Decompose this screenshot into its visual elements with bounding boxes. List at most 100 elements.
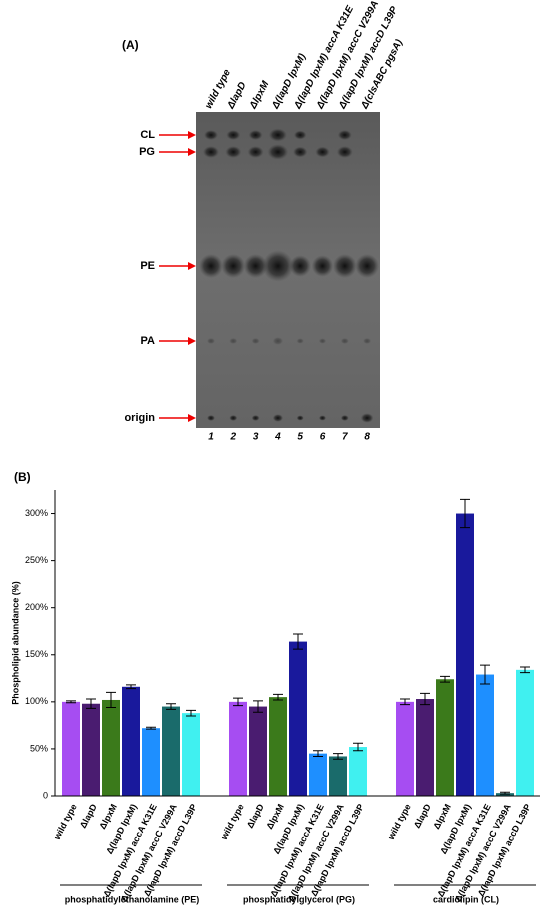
bar <box>62 701 80 796</box>
band-label: PA <box>141 335 156 347</box>
y-tick-label: 150% <box>25 649 48 659</box>
tlc-spot <box>267 144 289 160</box>
y-tick-label: 300% <box>25 508 48 518</box>
tlc-spot <box>247 146 264 158</box>
tlc-spot <box>268 128 287 142</box>
lane-number: 7 <box>342 432 348 443</box>
bar <box>142 728 160 796</box>
error-bar <box>293 633 303 650</box>
tlc-spot <box>251 415 260 421</box>
error-bar <box>420 692 430 706</box>
x-tick-label: wild type <box>51 802 78 842</box>
tlc-spot <box>293 130 307 140</box>
band-label: origin <box>124 412 155 424</box>
error-bar <box>273 693 283 701</box>
tlc-spot <box>332 254 357 278</box>
lane-number: 2 <box>230 432 237 443</box>
tlc-spot <box>340 338 349 344</box>
tlc-spot <box>272 414 284 422</box>
tlc-spot <box>318 338 327 344</box>
x-tick-label: ΔlpxM <box>264 802 285 831</box>
tlc-spot <box>207 415 215 421</box>
error-bar <box>440 675 450 683</box>
tlc-spot <box>229 338 238 344</box>
error-bar <box>253 700 263 713</box>
error-bar <box>186 709 196 717</box>
tlc-spot <box>225 146 242 158</box>
tlc-spot <box>293 146 308 158</box>
tlc-spot <box>289 255 312 277</box>
tlc-spot <box>204 130 218 140</box>
tlc-spot <box>296 415 304 421</box>
y-tick-label: 250% <box>25 555 48 565</box>
error-bar <box>86 698 96 709</box>
tlc-spot <box>318 415 327 421</box>
x-tick-label: ΔlapD <box>78 802 99 830</box>
bar <box>269 697 287 796</box>
arrow-head <box>188 131 196 139</box>
arrow-head <box>188 414 196 422</box>
panel-label: (B) <box>14 470 31 484</box>
x-tick-label: ΔlpxM <box>431 802 452 831</box>
y-tick-label: 200% <box>25 602 48 612</box>
error-bar <box>166 703 176 710</box>
tlc-spot <box>296 338 304 344</box>
error-bar <box>500 791 510 795</box>
y-axis-label: Phospholipid abundance (%) <box>10 581 20 705</box>
bar <box>416 699 434 796</box>
error-bar <box>353 742 363 752</box>
lane-number: 5 <box>297 432 303 443</box>
lane-label: ΔlpxM <box>247 79 271 112</box>
band-label: CL <box>140 129 155 141</box>
error-bar <box>333 753 343 760</box>
bar <box>229 701 247 796</box>
tlc-spot <box>199 254 223 278</box>
x-tick-label: ΔlapD <box>412 802 433 830</box>
tlc-spot <box>315 146 330 158</box>
y-tick-label: 100% <box>25 696 48 706</box>
x-tick-label: ΔlapD <box>245 802 266 830</box>
bar <box>516 669 534 796</box>
tlc-spot <box>355 254 380 278</box>
lane-number: 3 <box>253 432 259 443</box>
error-bar <box>66 700 76 704</box>
bar <box>436 679 454 796</box>
tlc-spot <box>221 254 246 278</box>
tlc-spot <box>203 146 219 158</box>
tlc-spot <box>340 415 349 421</box>
tlc-spot <box>248 130 263 140</box>
tlc-spot <box>360 413 374 423</box>
tlc-spot <box>336 146 353 158</box>
error-bar <box>233 697 243 707</box>
tlc-spot <box>363 338 372 344</box>
bar <box>249 706 267 796</box>
bar <box>349 747 367 796</box>
y-tick-label: 0 <box>43 790 48 800</box>
bar <box>329 756 347 796</box>
error-bar <box>480 664 490 685</box>
y-tick-label: 50% <box>30 743 48 753</box>
tlc-spot <box>207 338 215 344</box>
category-label: phosphatidylglycerol (PG) <box>243 894 355 904</box>
error-bar <box>106 691 116 708</box>
panel-label: (A) <box>122 38 139 52</box>
tlc-spot <box>311 255 334 277</box>
band-label: PE <box>140 260 155 272</box>
lane-number: 1 <box>208 432 214 443</box>
bar <box>162 706 180 796</box>
bar <box>309 753 327 796</box>
tlc-spot <box>337 130 352 140</box>
lane-label: ΔlapD <box>225 80 249 111</box>
error-bar <box>313 750 323 757</box>
tlc-spot <box>262 250 294 282</box>
tlc-spot <box>243 254 268 278</box>
category-label: phosphatidylethanolamine (PE) <box>65 894 200 904</box>
bar <box>456 513 474 796</box>
arrow-head <box>188 148 196 156</box>
tlc-spot <box>272 337 284 345</box>
lane-number: 4 <box>274 432 281 443</box>
error-bar <box>520 666 530 674</box>
x-tick-label: wild type <box>385 802 412 842</box>
tlc-spot <box>226 130 241 140</box>
